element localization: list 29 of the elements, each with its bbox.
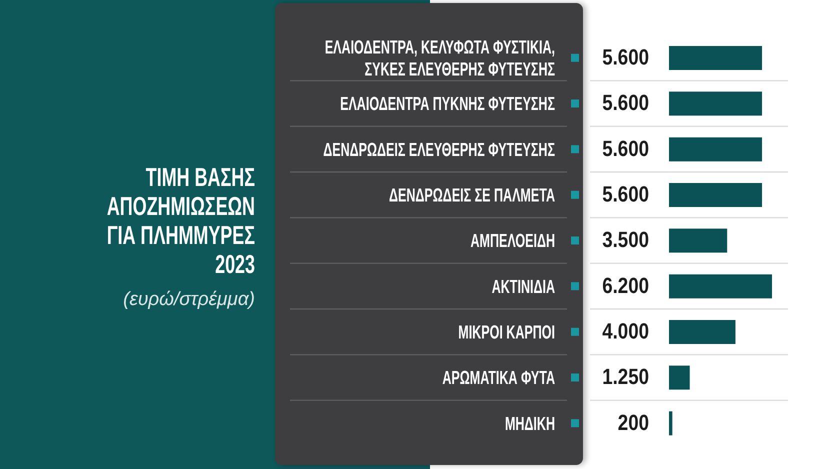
bar (669, 228, 728, 253)
data-label: 5.600 (602, 46, 649, 70)
bar (669, 183, 762, 207)
y-tick-label: ΑΚΤΙΝΙΔΙΑ (492, 276, 556, 298)
text: (ευρώ/στρέμμα) (122, 289, 255, 311)
y-tick-label: ΑΜΠΕΛΟΕΙΔΗ (470, 230, 555, 252)
bar (669, 274, 772, 298)
data-label: 6.200 (602, 274, 649, 298)
y-tick-label: ΕΛΑΙΟΔΕΝΤΡΑ ΠΥΚΝΗΣ ΦΥΤΕΥΣΗΣ (340, 94, 556, 115)
y-tick-label: ΔΕΝΔΡΩΔΕΙΣ ΣΕ ΠΑΛΜΕΤΑ (389, 184, 556, 206)
text: ΤΙΜΗ ΒΑΣΗΣ ΑΠΟΖΗΜΙΩΣΕΩΝ ΓΙΑ ΠΛΗΜΜΥΡΕΣ 2023 (106, 162, 255, 279)
y-tick-label: ΑΡΩΜΑΤΙΚΑ ΦΥΤΑ (442, 368, 556, 389)
y-tick-label: ΜΙΚΡΟΙ ΚΑΡΠΟΙ (458, 322, 555, 344)
bar (669, 46, 762, 70)
data-label: 4.000 (602, 320, 649, 344)
data-label: 200 (618, 411, 649, 436)
bar (669, 137, 762, 162)
y-tick-label: ΜΗΔΙΚΗ (504, 413, 555, 435)
data-label: 5.600 (602, 183, 649, 207)
data-label: 5.600 (602, 137, 649, 162)
data-label: 5.600 (602, 92, 649, 116)
bar (669, 366, 690, 390)
data-label: 1.250 (602, 366, 649, 390)
bar (669, 411, 672, 436)
data-label: 3.500 (602, 228, 649, 253)
bar (669, 92, 762, 116)
y-tick-label: ΔΕΝΔΡΩΔΕΙΣ ΕΛΕΥΘΕΡΗΣ ΦΥΤΕΥΣΗΣ (323, 139, 556, 161)
y-tick-label: ΕΛΑΙΟΔΕΝΤΡΑ, ΚΕΛΥΦΩΤΑ ΦΥΣΤΙΚΙΑ, ΣΥΚΕΣ ΕΛΕΥΘΕΡΗΣ ΦΥΤΕΥΣΗΣ (324, 36, 556, 80)
bar (669, 320, 736, 344)
